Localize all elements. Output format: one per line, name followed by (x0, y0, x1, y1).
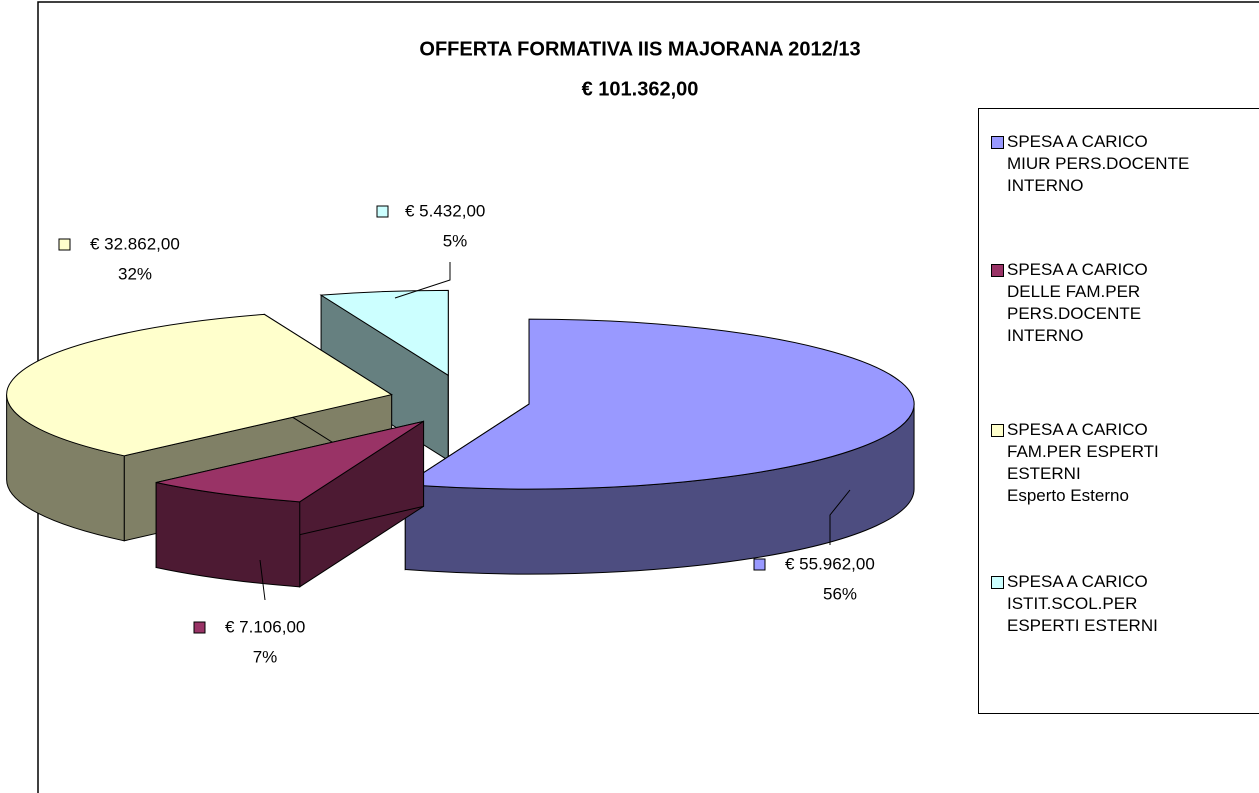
legend-label: SPESA A CARICO ISTIT.SCOL.PER ESPERTI ES… (1007, 572, 1158, 635)
legend-label: SPESA A CARICO DELLE FAM.PER PERS.DOCENT… (1007, 260, 1148, 345)
value-label: € 5.432,00 (405, 201, 485, 220)
chart-title: OFFERTA FORMATIVA IIS MAJORANA 2012/13 (419, 38, 860, 60)
slice (403, 318, 915, 575)
value-label: € 32.862,00 (90, 234, 180, 253)
value-label: € 55.962,00 (785, 554, 875, 573)
percent-label: 5% (443, 231, 468, 250)
label-swatch (193, 621, 206, 634)
chart-subtitle: € 101.362,00 (582, 78, 699, 100)
label-swatch (58, 238, 71, 251)
slice-top (6, 313, 393, 457)
legend-swatch (991, 424, 1004, 437)
data-labels: € 55.962,00 56% € 7.106,00 7% € 32.862,00 32%… (58, 201, 875, 666)
pie (6, 289, 915, 588)
percent-label: 32% (118, 264, 152, 283)
legend-entry: SPESA A CARICO FAM.PER ESPERTI ESTERNI E… (991, 419, 1159, 507)
leader-line (394, 262, 451, 299)
legend-swatch (991, 576, 1004, 589)
legend-entry: SPESA A CARICO ISTIT.SCOL.PER ESPERTI ES… (991, 571, 1158, 637)
slice-top (156, 420, 424, 503)
legend-label: SPESA A CARICO FAM.PER ESPERTI ESTERNI E… (1007, 420, 1159, 505)
label-swatch (753, 558, 766, 571)
legend-entry: SPESA A CARICO MIUR PERS.DOCENTE INTERNO (991, 131, 1189, 197)
percent-label: 7% (253, 647, 278, 666)
slice-top (403, 318, 915, 490)
leader-line (829, 489, 851, 545)
slice-top (319, 289, 449, 377)
legend-swatch (991, 264, 1004, 277)
legend-entry: SPESA A CARICO DELLE FAM.PER PERS.DOCENT… (991, 259, 1148, 347)
label-swatch (376, 205, 389, 218)
leader-line (259, 559, 266, 601)
percent-label: 56% (823, 584, 857, 603)
slice (155, 420, 425, 588)
legend-label: SPESA A CARICO MIUR PERS.DOCENTE INTERNO (1007, 132, 1190, 195)
legend-swatch (991, 136, 1004, 149)
legend: SPESA A CARICO MIUR PERS.DOCENTE INTERNO… (978, 108, 1259, 714)
value-label: € 7.106,00 (225, 617, 305, 636)
